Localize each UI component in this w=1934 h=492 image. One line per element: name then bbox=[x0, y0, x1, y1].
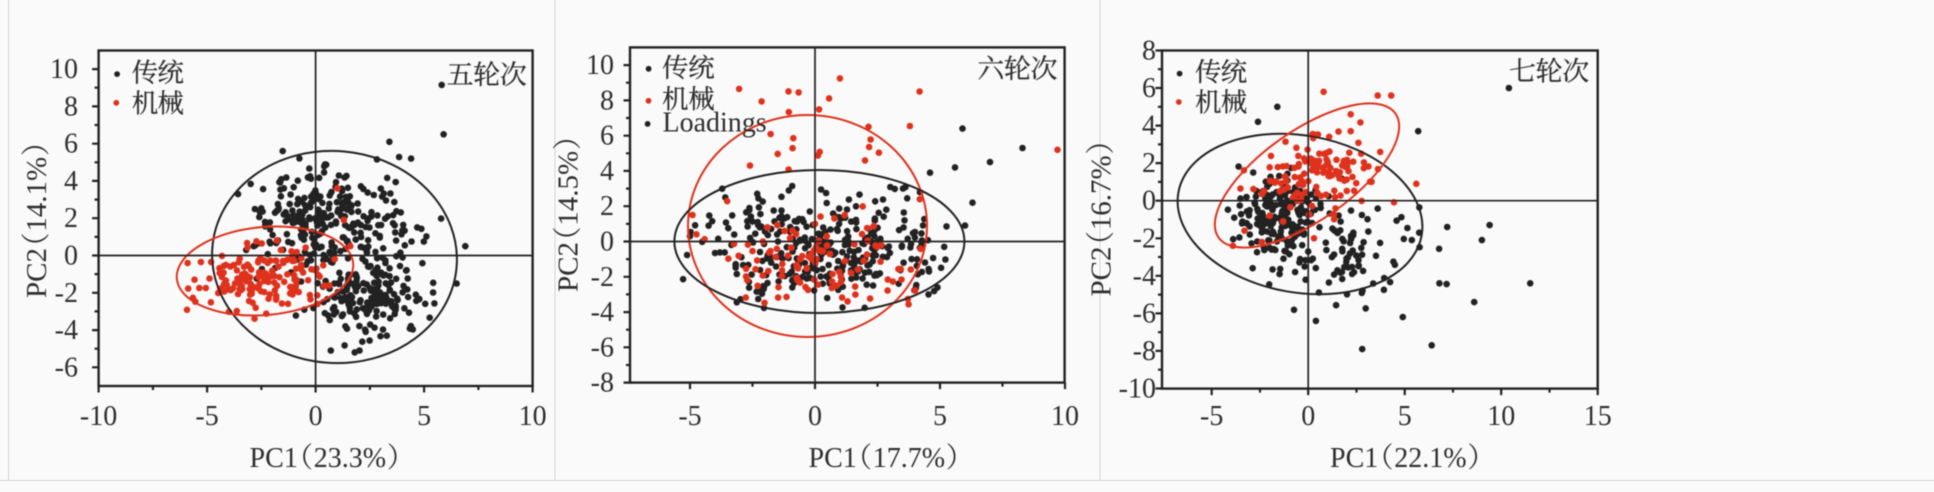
svg-text:14.1%: 14.1% bbox=[21, 157, 53, 232]
svg-text:10: 10 bbox=[519, 401, 547, 432]
svg-text:-5: -5 bbox=[1200, 401, 1223, 432]
svg-text:PC2: PC2 bbox=[21, 248, 53, 298]
svg-text:0: 0 bbox=[1142, 186, 1156, 217]
svg-text:-4: -4 bbox=[55, 315, 78, 346]
svg-text:6: 6 bbox=[1142, 73, 1156, 104]
svg-text:-10: -10 bbox=[80, 401, 117, 432]
svg-text:-6: -6 bbox=[591, 332, 614, 363]
svg-text:-5: -5 bbox=[678, 401, 701, 432]
svg-text:10: 10 bbox=[586, 50, 614, 81]
svg-text:-2: -2 bbox=[591, 262, 614, 293]
svg-text:2: 2 bbox=[64, 203, 78, 234]
svg-text:-6: -6 bbox=[55, 352, 78, 383]
svg-text:8: 8 bbox=[64, 91, 78, 122]
svg-text:5: 5 bbox=[1398, 401, 1412, 432]
svg-text:-6: -6 bbox=[1133, 298, 1156, 329]
svg-text:PC1: PC1 bbox=[809, 443, 857, 474]
svg-text:PC1: PC1 bbox=[250, 443, 298, 474]
svg-text:-2: -2 bbox=[55, 278, 78, 309]
svg-text:4: 4 bbox=[600, 156, 614, 187]
svg-text:10: 10 bbox=[1487, 401, 1515, 432]
svg-text:2: 2 bbox=[1142, 148, 1156, 179]
svg-text:10: 10 bbox=[1051, 401, 1079, 432]
svg-text:10: 10 bbox=[50, 54, 78, 85]
svg-text:-4: -4 bbox=[1133, 261, 1156, 292]
svg-text:4: 4 bbox=[1142, 111, 1156, 142]
svg-text:-2: -2 bbox=[1133, 223, 1156, 254]
svg-text:17.7%: 17.7% bbox=[873, 443, 945, 474]
svg-text:0: 0 bbox=[64, 241, 78, 272]
svg-text:23.3%: 23.3% bbox=[314, 443, 386, 474]
svg-text:6: 6 bbox=[600, 121, 614, 152]
svg-text:0: 0 bbox=[1301, 401, 1315, 432]
svg-text:15: 15 bbox=[1584, 401, 1612, 432]
svg-text:-10: -10 bbox=[1119, 374, 1156, 405]
svg-text:16.7%: 16.7% bbox=[1086, 155, 1118, 230]
svg-text:-5: -5 bbox=[195, 401, 218, 432]
svg-text:-8: -8 bbox=[591, 368, 614, 399]
svg-text:PC2: PC2 bbox=[1086, 247, 1118, 297]
svg-text:PC1: PC1 bbox=[1330, 443, 1378, 474]
svg-text:5: 5 bbox=[933, 401, 947, 432]
svg-text:PC2: PC2 bbox=[553, 242, 585, 292]
svg-text:0: 0 bbox=[309, 401, 323, 432]
svg-text:0: 0 bbox=[600, 227, 614, 258]
svg-text:5: 5 bbox=[417, 401, 431, 432]
svg-text:8: 8 bbox=[600, 85, 614, 116]
svg-text:-8: -8 bbox=[1133, 336, 1156, 367]
svg-text:2: 2 bbox=[600, 191, 614, 222]
svg-text:8: 8 bbox=[1142, 36, 1156, 67]
svg-text:4: 4 bbox=[64, 166, 78, 197]
svg-text:22.1%: 22.1% bbox=[1394, 443, 1466, 474]
svg-text:-4: -4 bbox=[591, 297, 614, 328]
svg-text:0: 0 bbox=[808, 401, 822, 432]
svg-text:14.5%: 14.5% bbox=[553, 151, 585, 226]
svg-text:Loadings: Loadings bbox=[663, 108, 767, 139]
svg-text:6: 6 bbox=[64, 129, 78, 160]
